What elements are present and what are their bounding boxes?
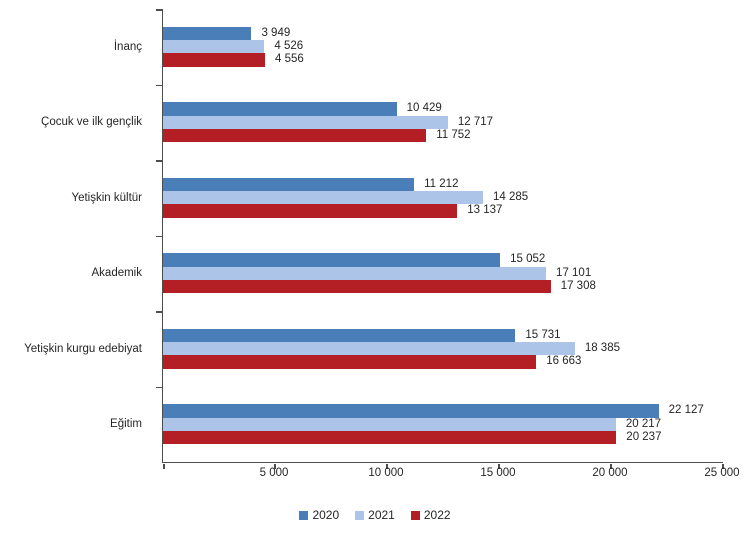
legend-entry-2020: 2020 bbox=[299, 508, 339, 522]
bar-value-label: 17 101 bbox=[556, 266, 592, 279]
bar-row: 11 752 bbox=[163, 128, 723, 143]
bar-value-label: 4 556 bbox=[275, 53, 304, 66]
bar-value-label: 4 526 bbox=[274, 40, 304, 53]
bar-value-label: 15 731 bbox=[525, 328, 561, 341]
bar-2022-0 bbox=[163, 53, 266, 67]
bar-value-label: 16 663 bbox=[546, 355, 582, 368]
bar-value-label: 10 429 bbox=[406, 102, 442, 115]
x-axis-tick-label: 20 000 bbox=[592, 467, 628, 479]
bar-2020-2 bbox=[163, 177, 415, 192]
y-axis-tick bbox=[156, 386, 162, 388]
bar-row: 16 663 bbox=[163, 355, 723, 369]
bar-row: 11 212 bbox=[163, 177, 723, 192]
bar-row: 18 385 bbox=[163, 342, 723, 356]
category-label-2: Yetişkin kültür bbox=[71, 191, 142, 204]
bar-value-label: 11 212 bbox=[424, 177, 459, 190]
bar-row: 10 429 bbox=[163, 102, 723, 116]
category-label-0: İnanç bbox=[113, 40, 142, 53]
bar-row: 15 052 bbox=[163, 253, 723, 267]
x-axis-tick bbox=[163, 464, 165, 469]
bar-2020-5 bbox=[163, 404, 659, 418]
bar-2021-3 bbox=[163, 266, 547, 280]
bar-row: 20 237 bbox=[163, 430, 723, 445]
bar-row: 14 285 bbox=[163, 191, 723, 205]
bar-group-4: 15 731 18 385 16 663 bbox=[163, 311, 723, 387]
bar-row: 20 217 bbox=[163, 417, 723, 431]
bar-2021-5 bbox=[163, 417, 616, 431]
bar-group-3: 15 052 17 101 17 308 bbox=[163, 236, 723, 312]
bar-row: 13 137 bbox=[163, 204, 723, 218]
bar-2022-4 bbox=[163, 355, 537, 369]
x-axis-tick bbox=[386, 464, 388, 469]
y-axis-tick bbox=[156, 84, 162, 86]
x-axis-tick-label: 10 000 bbox=[368, 467, 404, 479]
plot-area: 3 949 4 526 4 556 10 429 12 717 11 752 11 212 1… bbox=[156, 9, 724, 469]
bar-value-label: 11 752 bbox=[436, 128, 471, 141]
category-label-3: Akademik bbox=[91, 267, 143, 280]
legend-swatch-icon bbox=[355, 510, 365, 520]
bar-2021-2 bbox=[163, 191, 483, 205]
x-axis-tick bbox=[274, 464, 276, 469]
legend: 2020 2021 2022 bbox=[0, 508, 750, 522]
x-axis-tick bbox=[610, 464, 612, 469]
legend-label: 2020 bbox=[312, 508, 340, 522]
category-label-5: Eğitim bbox=[110, 418, 142, 431]
bar-2021-1 bbox=[163, 115, 448, 129]
y-axis-category-labels: İnanç Çocuk ve ilk gençlik Yetişkin kültür… bbox=[0, 9, 152, 462]
bar-value-label: 22 127 bbox=[668, 404, 704, 417]
bar-group-1: 10 429 12 717 11 752 bbox=[163, 85, 723, 161]
bar-row: 17 101 bbox=[163, 266, 723, 280]
bar-value-label: 12 717 bbox=[457, 115, 494, 128]
bar-row: 17 308 bbox=[163, 279, 723, 294]
bar-2020-4 bbox=[163, 328, 516, 343]
bar-group-0: 3 949 4 526 4 556 bbox=[163, 9, 723, 85]
bar-row: 22 127 bbox=[163, 404, 723, 418]
bar-row: 12 717 bbox=[163, 115, 723, 129]
legend-entry-2021: 2021 bbox=[355, 508, 395, 522]
legend-swatch-icon bbox=[299, 510, 309, 520]
bar-2020-1 bbox=[163, 102, 397, 116]
legend-swatch-icon bbox=[410, 510, 420, 520]
y-axis-tick bbox=[156, 311, 162, 313]
x-axis-tick-label: 15 000 bbox=[480, 467, 516, 479]
bar-2022-5 bbox=[163, 430, 617, 445]
x-axis-tick bbox=[722, 464, 724, 469]
bar-row: 15 731 bbox=[163, 328, 723, 343]
bar-row: 4 526 bbox=[163, 40, 723, 54]
bar-2022-3 bbox=[163, 279, 551, 294]
bar-group-2: 11 212 14 285 13 137 bbox=[163, 160, 723, 236]
y-axis-tick bbox=[156, 160, 162, 162]
x-axis-tick bbox=[498, 464, 500, 469]
bar-value-label: 14 285 bbox=[492, 191, 529, 204]
legend-label: 2021 bbox=[368, 508, 395, 522]
bar-value-label: 15 052 bbox=[510, 253, 546, 266]
legend-label: 2022 bbox=[423, 508, 451, 522]
bar-value-label: 18 385 bbox=[584, 342, 620, 355]
bar-value-label: 20 217 bbox=[625, 417, 662, 430]
bar-value-label: 17 308 bbox=[560, 279, 596, 292]
bar-2022-1 bbox=[163, 128, 427, 143]
bar-row: 4 556 bbox=[163, 53, 723, 67]
bar-value-label: 3 949 bbox=[261, 26, 291, 39]
category-label-4: Yetişkin kurgu edebiyat bbox=[24, 342, 142, 355]
x-axis-tick-label: 5 000 bbox=[259, 467, 289, 479]
bar-row: 3 949 bbox=[163, 26, 723, 41]
bar-value-label: 13 137 bbox=[467, 204, 503, 217]
bar-value-label: 20 237 bbox=[626, 430, 662, 443]
bar-group-5: 22 127 20 217 20 237 bbox=[163, 387, 723, 463]
bar-2021-4 bbox=[163, 342, 575, 356]
bar-2020-0 bbox=[163, 26, 252, 41]
category-label-1: Çocuk ve ilk gençlik bbox=[41, 116, 142, 129]
bar-2022-2 bbox=[163, 204, 458, 218]
bar-2020-3 bbox=[163, 253, 501, 267]
legend-entry-2022: 2022 bbox=[410, 508, 451, 522]
y-axis-tick bbox=[156, 9, 162, 11]
x-axis-tick-label: 25 000 bbox=[704, 467, 740, 479]
y-axis-tick bbox=[156, 235, 162, 237]
bar-2021-0 bbox=[163, 40, 265, 54]
